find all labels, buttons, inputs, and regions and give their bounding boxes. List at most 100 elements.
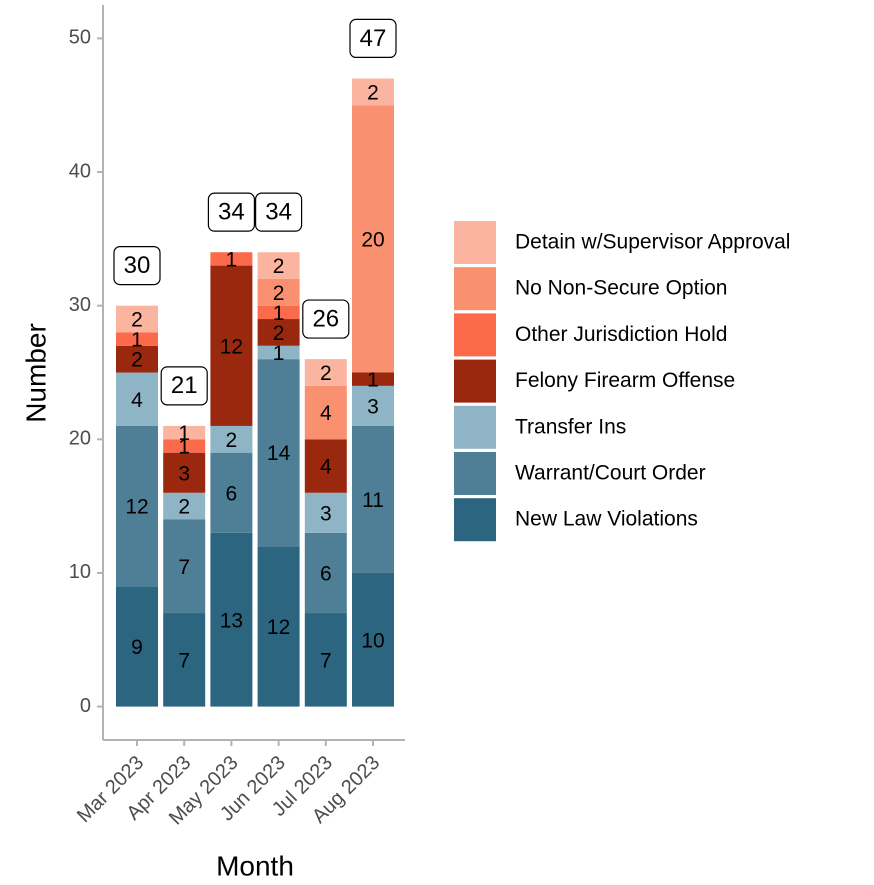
y-tick-label: 20: [69, 428, 91, 450]
bar-segment: [304, 492, 347, 533]
segment-label: 7: [178, 649, 190, 672]
segment-label: 11: [362, 489, 384, 512]
bar-segment: [352, 105, 394, 373]
bar-segment: [257, 252, 300, 279]
segment-label: 4: [131, 389, 143, 412]
legend-key: [454, 405, 496, 449]
bar-segment: [257, 359, 300, 547]
segment-label: 2: [226, 429, 238, 452]
segment-label: 1: [178, 422, 190, 445]
segment-label: 2: [131, 309, 143, 332]
bar-segment: [352, 425, 394, 573]
bar-segment: [116, 345, 158, 373]
bar-segment: [163, 425, 206, 440]
bar-segment: [210, 265, 253, 426]
bar-segment: [257, 319, 300, 346]
total-box: [160, 366, 208, 406]
segment-label: 14: [267, 442, 291, 465]
segment-label: 12: [125, 496, 148, 519]
segment-label: 10: [361, 629, 384, 652]
total-box: [349, 18, 397, 59]
legend-key: [454, 221, 496, 264]
bar-segment: [116, 332, 158, 346]
legend-label: Detain w/Supervisor Approval: [515, 231, 790, 254]
segment-label: 9: [131, 636, 143, 659]
segment-label: 20: [361, 228, 384, 251]
bar-segment: [210, 532, 253, 707]
bar-segment: [163, 439, 206, 453]
bar-segment: [304, 613, 347, 707]
segment-label: 7: [320, 649, 332, 672]
segment-label: 13: [220, 609, 243, 632]
bar-segment: [116, 372, 158, 426]
legend-label: Felony Firearm Offense: [515, 369, 735, 392]
segment-label: 2: [273, 282, 285, 305]
bar-segment: [257, 345, 300, 360]
segment-label: 1: [273, 342, 285, 365]
segment-label: 1: [367, 369, 379, 392]
segment-label: 6: [226, 482, 238, 505]
segment-label: 4: [320, 456, 332, 479]
bar-segment: [304, 439, 347, 493]
bar-segment: [304, 385, 347, 440]
legend-key: [454, 313, 496, 357]
segment-label: 2: [320, 362, 332, 385]
legend-label: Transfer Ins: [515, 415, 626, 438]
total-label: 34: [265, 198, 292, 225]
segment-label: 2: [367, 81, 379, 104]
bar-segment: [352, 385, 394, 426]
y-tick-label: 50: [69, 27, 91, 49]
segment-label: 2: [273, 322, 285, 345]
bar-segment: [163, 613, 206, 707]
segment-label: 3: [320, 502, 332, 525]
bar-segment: [257, 546, 300, 707]
segment-label: 3: [367, 395, 379, 418]
y-tick-label: 40: [69, 160, 91, 182]
bar-segment: [163, 492, 206, 520]
segment-label: 1: [178, 436, 190, 459]
total-label: 30: [124, 252, 151, 279]
segment-label: 6: [320, 563, 332, 586]
bar-segment: [116, 305, 158, 333]
bar-segment: [210, 425, 253, 453]
segment-label: 4: [320, 402, 332, 425]
y-axis-title: Number: [20, 323, 51, 423]
total-box: [302, 299, 350, 339]
total-label: 34: [218, 198, 245, 225]
bar-segment: [116, 425, 158, 587]
segment-label: 1: [226, 248, 238, 271]
bar-segment: [257, 278, 300, 306]
bar-segment: [352, 78, 394, 106]
total-label: 21: [171, 372, 198, 399]
legend-label: No Non-Secure Option: [515, 277, 727, 300]
segment-label: 12: [220, 335, 243, 358]
segment-label: 3: [178, 462, 190, 485]
bar-segment: [163, 452, 206, 493]
total-box: [255, 192, 303, 232]
x-axis-title: Month: [216, 850, 294, 881]
bar-segment: [304, 359, 347, 386]
bar-segment: [257, 305, 300, 320]
segment-label: 12: [267, 616, 290, 639]
segment-label: 2: [178, 496, 190, 519]
legend-key: [454, 267, 496, 311]
segment-label: 7: [178, 556, 190, 579]
bar-segment: [210, 452, 253, 533]
segment-label: 1: [131, 329, 143, 352]
segment-label: 2: [273, 255, 285, 278]
bar-segment: [304, 532, 347, 614]
legend-label: New Law Violations: [515, 508, 698, 531]
segment-label: 1: [273, 302, 285, 325]
legend-label: Other Jurisdiction Hold: [515, 323, 727, 346]
bar-segment: [352, 572, 394, 707]
segment-label: 2: [131, 349, 143, 372]
total-box: [113, 245, 161, 286]
y-tick-label: 10: [69, 561, 91, 583]
legend-key: [454, 498, 496, 542]
total-box: [207, 192, 255, 232]
bar-segment: [163, 519, 206, 614]
total-label: 47: [360, 25, 387, 52]
legend-label: Warrant/Court Order: [515, 462, 706, 485]
bar-segment: [116, 586, 158, 707]
